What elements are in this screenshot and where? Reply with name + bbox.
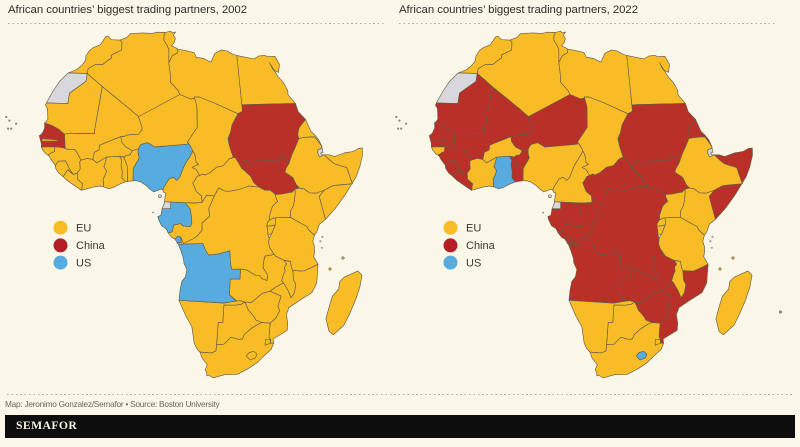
svg-text:US: US — [76, 257, 91, 269]
svg-text:EU: EU — [76, 223, 91, 235]
svg-text:EU: EU — [466, 223, 481, 235]
svg-text:US: US — [466, 257, 481, 269]
svg-text:China: China — [466, 240, 496, 252]
svg-text:China: China — [76, 240, 106, 252]
